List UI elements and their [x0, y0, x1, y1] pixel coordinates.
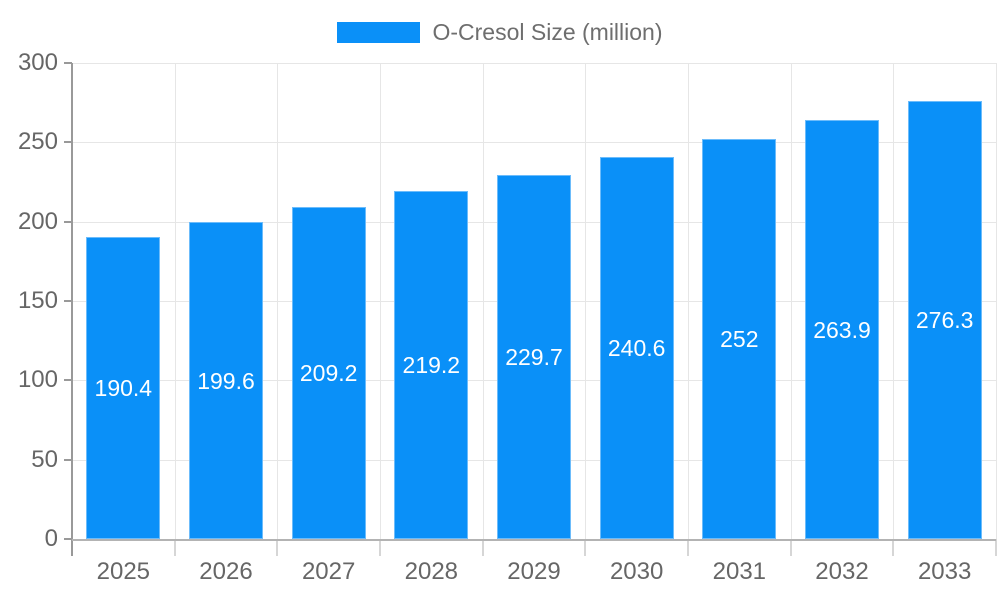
gridline-vertical: [893, 63, 895, 539]
bar: [86, 236, 161, 539]
x-axis-label: 2029: [507, 558, 561, 585]
x-axis-label: 2030: [609, 558, 664, 585]
legend-swatch: [337, 21, 421, 43]
gridline-horizontal: [72, 142, 996, 144]
y-axis-label: 150: [17, 287, 58, 314]
bar-value-label: 209.2: [299, 360, 358, 387]
x-axis-label: 2031: [712, 558, 767, 585]
x-axis-tick: [687, 539, 689, 556]
bar-value-label: 219.2: [402, 352, 461, 379]
bar: [497, 174, 571, 539]
bar-value-label: 240.6: [607, 335, 666, 362]
y-axis-label: 100: [17, 366, 58, 394]
gridline-vertical: [688, 63, 689, 539]
gridline-vertical: [585, 63, 587, 539]
gridline-vertical: [790, 63, 792, 539]
y-axis-line: [71, 63, 73, 556]
bar: [291, 207, 366, 539]
y-axis-label: 250: [17, 128, 58, 156]
x-axis-label: 2028: [404, 558, 459, 585]
x-axis-tick: [789, 539, 792, 556]
bar-value-label: 276.3: [915, 306, 974, 333]
bar: [907, 100, 982, 539]
bar-value-label: 252: [720, 326, 759, 353]
legend-label: O-Cresol Size (million): [432, 19, 663, 45]
x-axis-label: 2025: [96, 558, 151, 585]
x-axis-line: [72, 539, 996, 541]
legend: O-Cresol Size (million): [0, 20, 1000, 44]
y-axis-tick: [64, 538, 72, 540]
x-axis-tick: [995, 539, 997, 556]
x-axis-tick: [481, 539, 484, 556]
x-axis-tick: [379, 539, 381, 556]
gridline-vertical: [996, 63, 997, 539]
bar: [702, 139, 777, 539]
y-axis-label: 300: [17, 49, 58, 76]
bar-value-label: 229.7: [505, 343, 563, 370]
bar: [599, 157, 674, 539]
x-axis-label: 2026: [199, 558, 253, 585]
bar-value-label: 199.6: [197, 367, 255, 394]
bar: [189, 222, 263, 539]
gridline-vertical: [380, 63, 381, 539]
legend-item[interactable]: O-Cresol Size (million): [337, 19, 663, 45]
x-axis-label: 2033: [917, 558, 972, 585]
gridline-vertical: [277, 63, 279, 539]
x-axis-tick: [276, 539, 279, 556]
gridline-vertical: [482, 63, 484, 539]
bar: [805, 120, 879, 539]
y-axis-tick: [64, 300, 72, 302]
bar-value-label: 190.4: [94, 374, 153, 401]
y-axis-tick: [64, 220, 72, 223]
y-axis-label: 50: [31, 445, 58, 473]
y-axis-tick: [64, 141, 72, 144]
x-axis-label: 2027: [301, 558, 356, 585]
y-axis-label: 0: [44, 525, 58, 552]
gridline-vertical: [174, 63, 176, 539]
x-axis-tick: [584, 539, 587, 556]
y-axis-tick: [64, 379, 72, 382]
x-axis-label: 2032: [815, 558, 869, 585]
y-axis-tick: [64, 458, 72, 461]
gridline-horizontal: [72, 63, 996, 64]
bar: [394, 191, 469, 539]
y-axis-label: 200: [17, 207, 58, 235]
bar-value-label: 263.9: [813, 316, 871, 343]
y-axis-tick: [64, 62, 72, 64]
x-axis-tick: [892, 539, 895, 556]
x-axis-tick: [173, 539, 176, 556]
